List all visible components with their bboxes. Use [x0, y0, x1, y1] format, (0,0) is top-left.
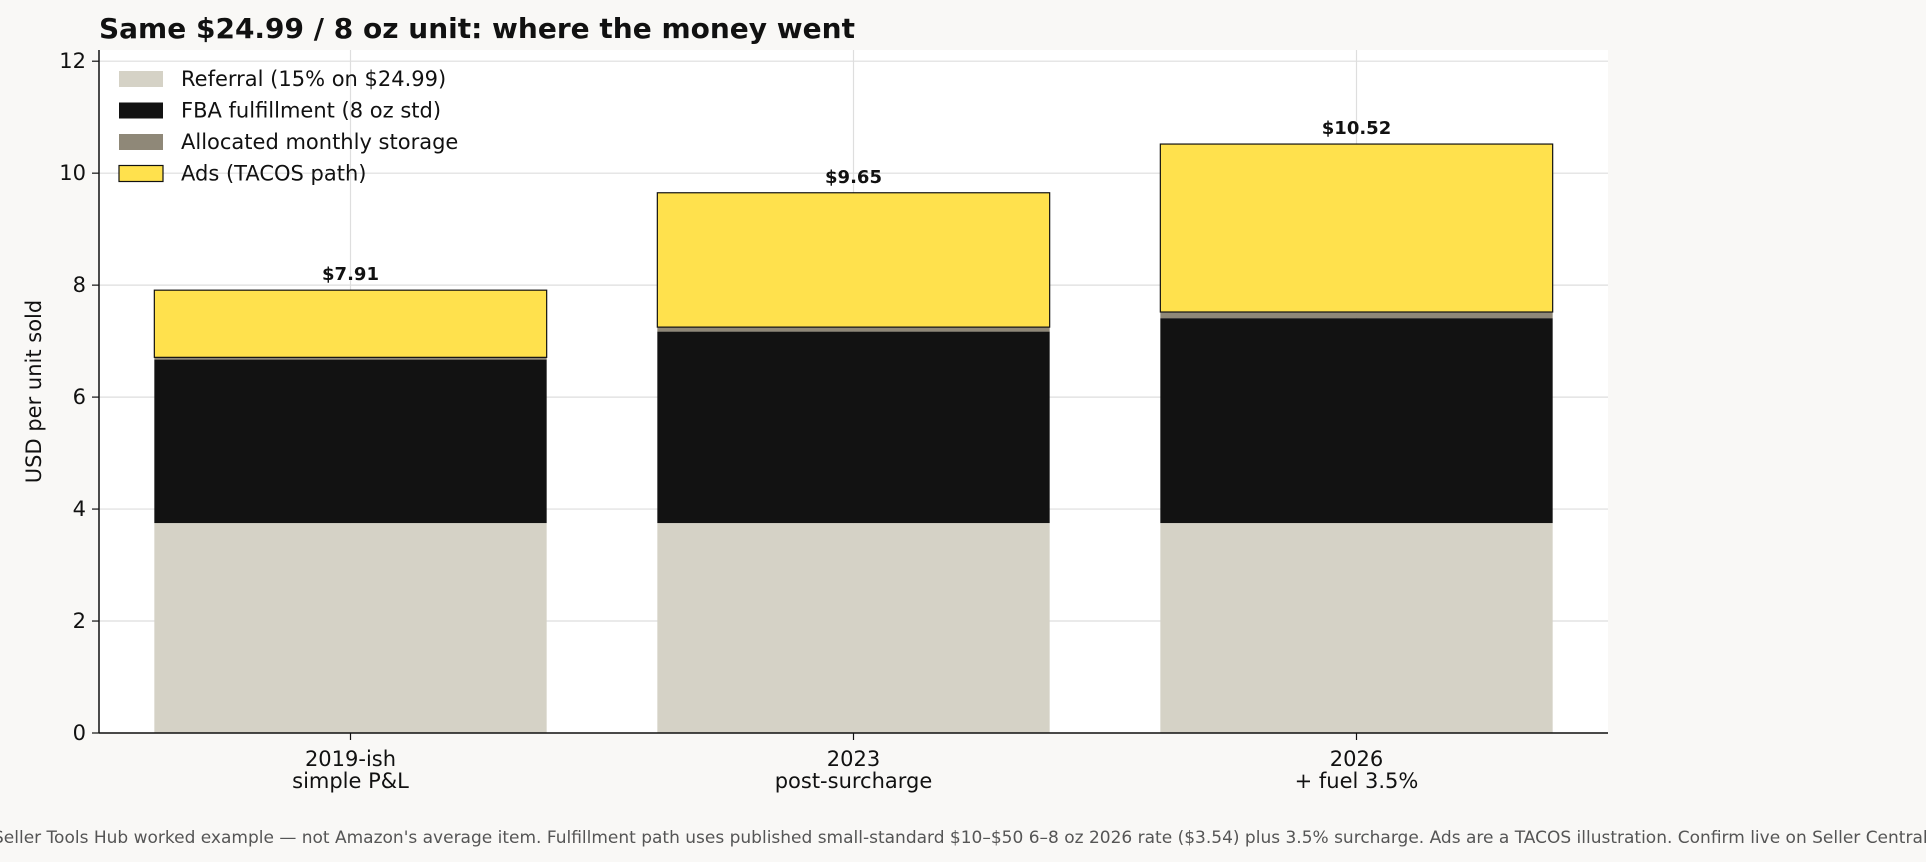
x-tick-label: 2019-ish — [305, 747, 396, 771]
legend-label: Allocated monthly storage — [181, 130, 458, 154]
bar-segment — [1160, 523, 1553, 733]
bar-total-label: $10.52 — [1322, 118, 1391, 139]
legend-label: FBA fulfillment (8 oz std) — [181, 99, 441, 123]
bar-segment — [1160, 318, 1553, 524]
y-tick-label: 0 — [73, 721, 86, 745]
y-tick-label: 6 — [73, 385, 86, 409]
legend-label: Ads (TACOS path) — [181, 162, 366, 186]
bar-segment — [657, 327, 1050, 332]
legend-label: Referral (15% on $24.99) — [181, 67, 446, 91]
footnote: Seller Tools Hub worked example — not Am… — [0, 828, 1926, 848]
bar-segment — [657, 523, 1050, 733]
bar-total-label: $9.65 — [825, 167, 882, 188]
bar-segment — [154, 357, 547, 360]
bar-total-label: $7.91 — [322, 264, 379, 285]
bar-segment — [1160, 312, 1553, 319]
x-tick-label: 2023 — [827, 747, 880, 771]
legend-swatch — [119, 71, 163, 87]
y-tick-label: 12 — [59, 49, 86, 73]
bar-segment — [153, 289, 548, 358]
plot-area: $7.91 $9.65 $10.52 0 2 4 6 8 10 12 2019-ishsimple … — [22, 49, 1608, 793]
x-tick-label: + fuel 3.5% — [1295, 769, 1419, 793]
y-tick-label: 4 — [73, 497, 86, 521]
bar-segment — [154, 523, 547, 733]
bar-segment — [657, 331, 1050, 524]
y-tick-label: 10 — [59, 161, 86, 185]
x-tick-label: simple P&L — [292, 769, 409, 793]
bar-segment — [1159, 143, 1554, 313]
y-tick-label: 8 — [73, 273, 86, 297]
bar-segment — [154, 359, 547, 524]
x-tick-label: 2026 — [1330, 747, 1383, 771]
y-tick-label: 2 — [73, 609, 86, 633]
bar-segment — [656, 192, 1051, 328]
x-tick-label: post-surcharge — [775, 769, 933, 793]
legend-swatch — [119, 134, 163, 150]
chart-title: Same $24.99 / 8 oz unit: where the money… — [99, 12, 855, 45]
legend-swatch — [119, 102, 163, 119]
legend-swatch — [118, 164, 164, 183]
y-axis-label: USD per unit sold — [22, 300, 46, 483]
